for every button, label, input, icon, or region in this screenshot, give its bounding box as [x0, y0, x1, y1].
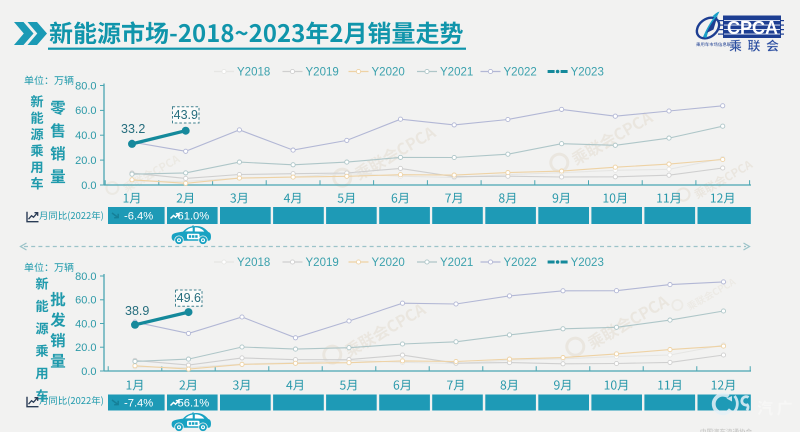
svg-text:Y2023: Y2023: [571, 257, 604, 269]
svg-text:Y2018: Y2018: [237, 67, 270, 79]
svg-text:80.0: 80.0: [75, 80, 96, 92]
svg-text:43.9: 43.9: [174, 108, 198, 122]
svg-text:Y2019: Y2019: [306, 67, 339, 79]
svg-text:Y2018: Y2018: [237, 257, 270, 269]
svg-text:Y2022: Y2022: [504, 257, 537, 269]
svg-text:40.0: 40.0: [75, 318, 96, 330]
svg-text:20.0: 20.0: [75, 342, 96, 354]
svg-text:Y2021: Y2021: [440, 67, 473, 79]
svg-text:49.6: 49.6: [177, 291, 201, 305]
svg-text:61.0%: 61.0%: [178, 210, 210, 222]
svg-text:20.0: 20.0: [75, 155, 96, 167]
svg-text:CPCA: CPCA: [727, 18, 778, 38]
svg-text:56.1%: 56.1%: [178, 397, 210, 409]
svg-text:Y2020: Y2020: [372, 67, 405, 79]
svg-text:60.0: 60.0: [75, 105, 96, 117]
svg-text:-6.4%: -6.4%: [124, 210, 153, 222]
svg-text:0.0: 0.0: [81, 180, 96, 192]
svg-text:Y2019: Y2019: [306, 257, 339, 269]
svg-text:60.0: 60.0: [75, 295, 96, 307]
svg-text:Y2021: Y2021: [440, 257, 473, 269]
svg-text:Y2022: Y2022: [504, 67, 537, 79]
svg-text:80.0: 80.0: [75, 271, 96, 283]
svg-text:0.0: 0.0: [81, 366, 96, 378]
svg-text:40.0: 40.0: [75, 130, 96, 142]
svg-text:33.2: 33.2: [121, 122, 145, 136]
svg-text:38.9: 38.9: [125, 304, 149, 318]
svg-text:Y2020: Y2020: [372, 257, 405, 269]
svg-text:Y2023: Y2023: [571, 67, 604, 79]
svg-text:-7.4%: -7.4%: [124, 397, 153, 409]
